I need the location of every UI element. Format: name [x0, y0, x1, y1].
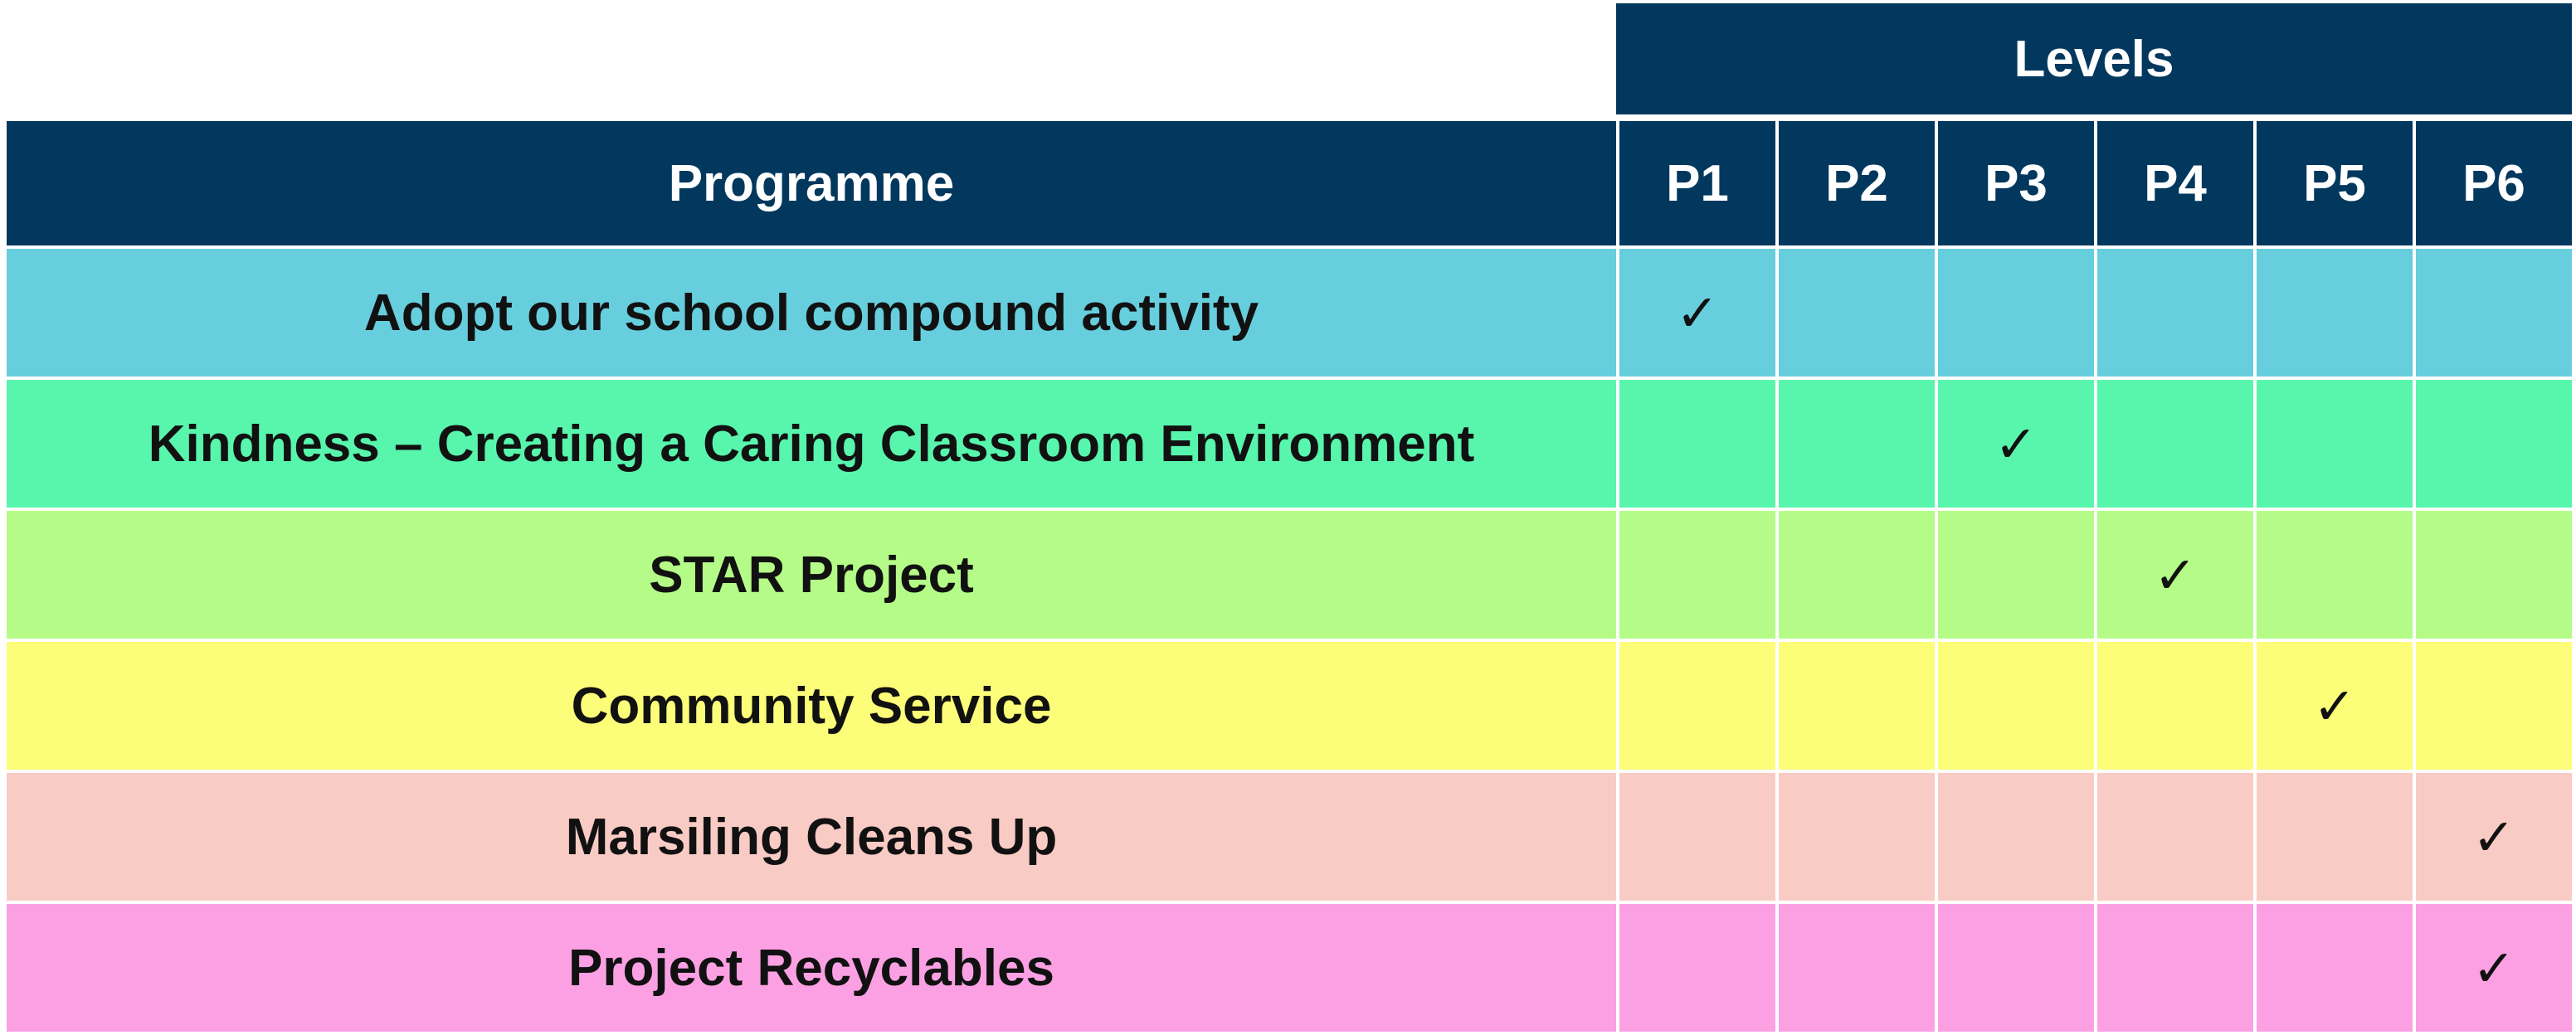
levels-header: Levels — [1616, 3, 2572, 114]
level-cell-p6: ✓ — [2413, 770, 2575, 904]
table-row: Kindness – Creating a Caring Classroom E… — [3, 377, 2575, 511]
checkmark-icon: ✓ — [2313, 675, 2356, 736]
level-cell-p4 — [2094, 639, 2257, 773]
level-cell-p3 — [1935, 508, 2097, 642]
level-cell-p6 — [2413, 377, 2575, 511]
level-cell-p2 — [1775, 508, 1938, 642]
programme-name: Adopt our school compound activity — [3, 245, 1619, 380]
level-cell-p1: ✓ — [1616, 245, 1779, 380]
level-cell-p6 — [2413, 639, 2575, 773]
programme-name: Marsiling Cleans Up — [3, 770, 1619, 904]
level-cell-p2 — [1775, 639, 1938, 773]
level-cell-p4 — [2094, 770, 2257, 904]
table-row: Marsiling Cleans Up ✓ — [3, 770, 2575, 904]
level-cell-p5 — [2253, 901, 2416, 1035]
level-cell-p5 — [2253, 770, 2416, 904]
level-header-p2: P2 — [1775, 118, 1938, 249]
level-cell-p1 — [1616, 770, 1779, 904]
table-row: Community Service ✓ — [3, 639, 2575, 773]
level-header-p1: P1 — [1616, 118, 1779, 249]
programme-name: Project Recyclables — [3, 901, 1619, 1035]
level-cell-p6: ✓ — [2413, 901, 2575, 1035]
level-cell-p1 — [1616, 508, 1779, 642]
checkmark-icon: ✓ — [1994, 413, 2038, 474]
table-row: Adopt our school compound activity ✓ — [3, 245, 2575, 380]
level-cell-p3: ✓ — [1935, 377, 2097, 511]
table-row: Project Recyclables ✓ — [3, 901, 2575, 1035]
programme-column-header: Programme — [3, 118, 1619, 249]
checkmark-icon: ✓ — [2472, 937, 2515, 999]
level-cell-p2 — [1775, 901, 1938, 1035]
programme-name: STAR Project — [3, 508, 1619, 642]
level-cell-p5: ✓ — [2253, 639, 2416, 773]
level-cell-p2 — [1775, 770, 1938, 904]
level-header-p4: P4 — [2094, 118, 2257, 249]
level-cell-p3 — [1935, 770, 2097, 904]
level-cell-p4 — [2094, 901, 2257, 1035]
level-cell-p3 — [1935, 245, 2097, 380]
level-cell-p6 — [2413, 508, 2575, 642]
level-cell-p1 — [1616, 377, 1779, 511]
checkmark-icon: ✓ — [2472, 806, 2515, 867]
level-header-p3: P3 — [1935, 118, 2097, 249]
level-cell-p6 — [2413, 245, 2575, 380]
level-cell-p5 — [2253, 377, 2416, 511]
level-cell-p4 — [2094, 245, 2257, 380]
table-row: STAR Project ✓ — [3, 508, 2575, 642]
programme-table: Programme P1 P2 P3 P4 P5 P6 Adopt our sc… — [3, 118, 2575, 1035]
level-cell-p3 — [1935, 639, 2097, 773]
level-cell-p2 — [1775, 245, 1938, 380]
level-cell-p2 — [1775, 377, 1938, 511]
header-row: Programme P1 P2 P3 P4 P5 P6 — [3, 118, 2575, 249]
level-cell-p5 — [2253, 245, 2416, 380]
level-header-p6: P6 — [2413, 118, 2575, 249]
level-cell-p4 — [2094, 377, 2257, 511]
programme-name: Community Service — [3, 639, 1619, 773]
checkmark-icon: ✓ — [1676, 282, 1719, 343]
checkmark-icon: ✓ — [2154, 544, 2197, 605]
level-cell-p1 — [1616, 901, 1779, 1035]
level-cell-p4: ✓ — [2094, 508, 2257, 642]
level-cell-p3 — [1935, 901, 2097, 1035]
programme-name: Kindness – Creating a Caring Classroom E… — [3, 377, 1619, 511]
level-header-p5: P5 — [2253, 118, 2416, 249]
level-cell-p5 — [2253, 508, 2416, 642]
level-cell-p1 — [1616, 639, 1779, 773]
